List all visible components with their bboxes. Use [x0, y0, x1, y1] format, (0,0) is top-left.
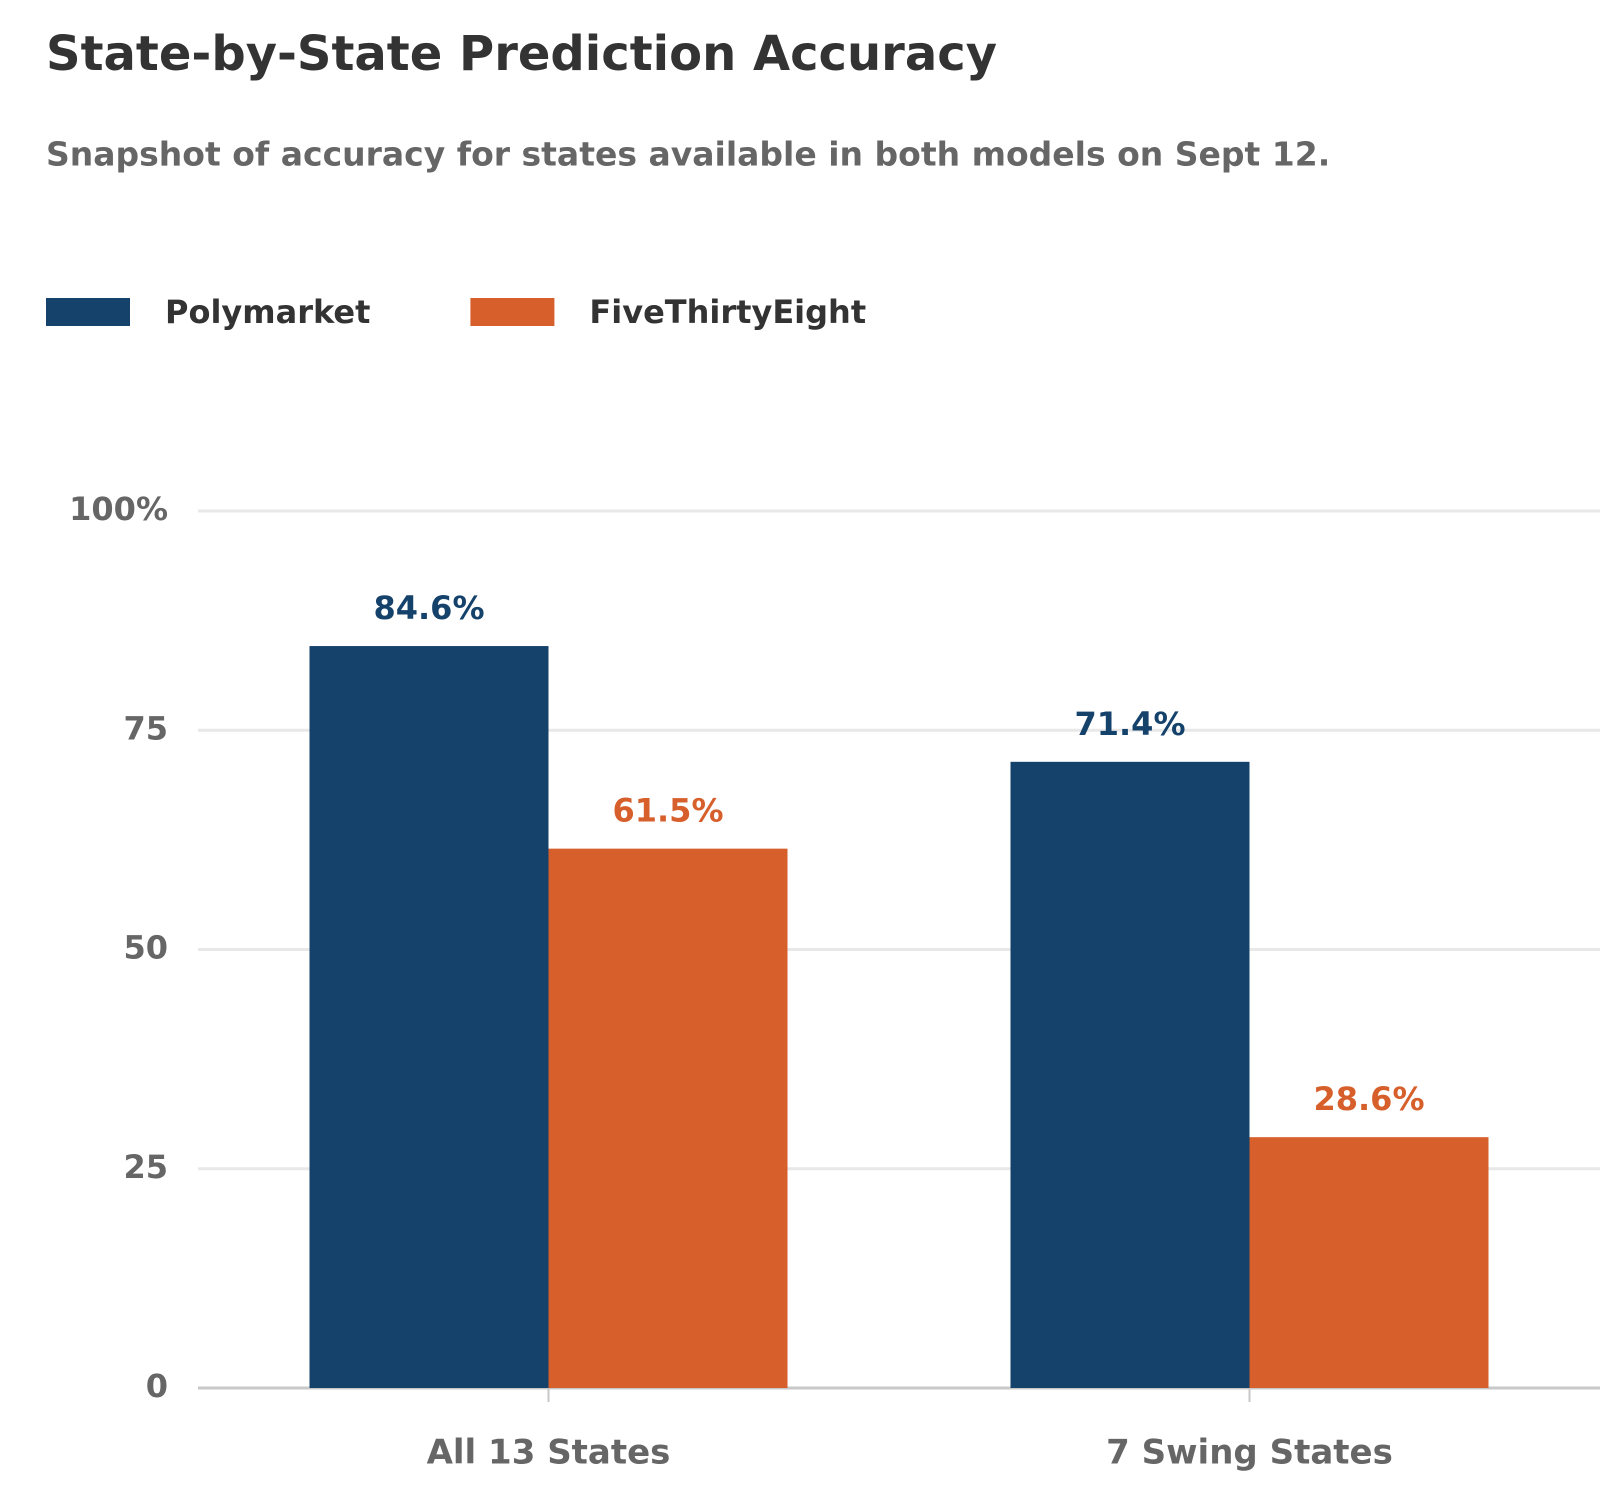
- value-label: 61.5%: [612, 792, 723, 830]
- y-tick-label: 75: [123, 709, 168, 747]
- value-label: 84.6%: [373, 589, 484, 627]
- bar: [1249, 1137, 1489, 1388]
- bar: [309, 646, 549, 1388]
- y-tick-label: 0: [146, 1367, 168, 1405]
- x-tick-label: All 13 States: [427, 1433, 671, 1473]
- legend-swatch: [470, 298, 555, 326]
- bar: [548, 848, 788, 1388]
- y-tick-label: 100%: [69, 490, 168, 528]
- x-tick-label: 7 Swing States: [1106, 1433, 1393, 1473]
- y-tick-label: 25: [123, 1148, 168, 1186]
- legend-swatch: [46, 298, 130, 326]
- value-label: 28.6%: [1313, 1080, 1424, 1118]
- chart-subtitle: Snapshot of accuracy for states availabl…: [46, 135, 1330, 174]
- legend-label: FiveThirtyEight: [589, 293, 866, 331]
- chart-title: State-by-State Prediction Accuracy: [46, 26, 997, 82]
- y-tick-label: 50: [123, 929, 168, 967]
- bar: [1010, 761, 1250, 1388]
- value-label: 71.4%: [1074, 705, 1185, 743]
- legend-label: Polymarket: [165, 293, 370, 331]
